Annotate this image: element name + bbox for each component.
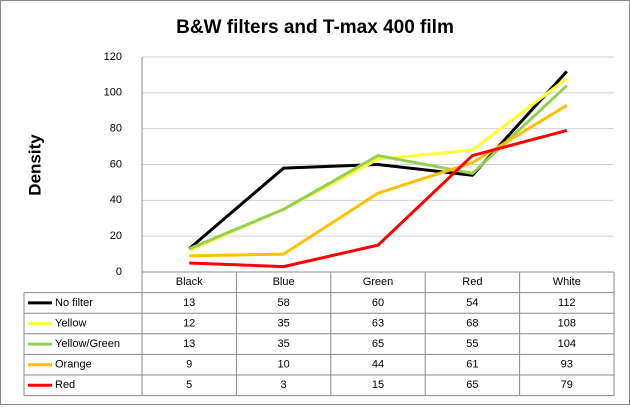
table-value: 65 (372, 338, 384, 350)
table-value: 13 (183, 297, 195, 309)
table-value: 58 (277, 297, 289, 309)
table-value: 54 (466, 297, 478, 309)
x-tick-label: Black (176, 276, 203, 288)
table-value: 10 (277, 359, 289, 371)
legend-label: Red (55, 379, 75, 391)
y-tick-label: 60 (110, 158, 122, 170)
x-tick-label: White (553, 276, 581, 288)
series-line (189, 104, 568, 258)
series-line (188, 70, 568, 250)
legend-label: Yellow (55, 317, 86, 329)
legend-label: Yellow/Green (55, 338, 120, 350)
table-value: 108 (558, 317, 576, 329)
table-value: 68 (466, 317, 478, 329)
table-value: 104 (558, 338, 576, 350)
table-value: 79 (561, 379, 573, 391)
x-tick-label: Red (462, 276, 482, 288)
table-value: 55 (466, 338, 478, 350)
x-tick-label: Blue (273, 276, 295, 288)
y-tick-label: 0 (116, 266, 122, 278)
table-value: 13 (183, 338, 195, 350)
y-tick-label: 120 (104, 51, 122, 63)
table-value: 65 (466, 379, 478, 391)
table-value: 93 (561, 359, 573, 371)
y-tick-label: 20 (110, 230, 122, 242)
legend-label: No filter (55, 297, 93, 309)
table-value: 112 (558, 297, 576, 309)
y-tick-label: 100 (104, 87, 122, 99)
table-value: 60 (372, 297, 384, 309)
x-tick-label: Green (363, 276, 394, 288)
table-value: 9 (186, 359, 192, 371)
series-line (189, 129, 568, 269)
chart-title: B&W filters and T-max 400 film (176, 17, 454, 38)
table-value: 3 (281, 379, 287, 391)
table-value: 12 (183, 317, 195, 329)
table-value: 61 (466, 359, 478, 371)
table-value: 35 (277, 338, 289, 350)
table-value: 15 (372, 379, 384, 391)
legend-label: Orange (55, 359, 92, 371)
table-value: 63 (372, 317, 384, 329)
y-tick-label: 80 (110, 123, 122, 135)
table-value: 35 (277, 317, 289, 329)
y-axis-label: Density (25, 134, 44, 196)
table-value: 5 (186, 379, 192, 391)
y-tick-label: 40 (110, 194, 122, 206)
table-value: 44 (372, 359, 384, 371)
